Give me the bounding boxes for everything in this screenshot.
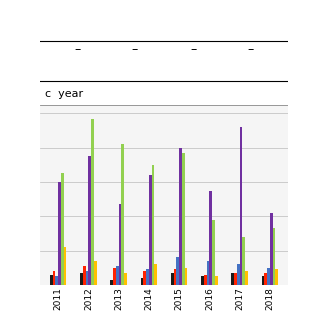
Bar <box>110 280 113 285</box>
Bar <box>116 266 119 285</box>
Bar <box>91 119 94 285</box>
Bar <box>212 220 215 285</box>
Text: –: – <box>191 43 197 56</box>
Bar <box>182 153 185 285</box>
Bar <box>174 269 176 285</box>
Bar <box>121 144 124 285</box>
Bar <box>83 266 86 285</box>
Bar <box>267 268 270 285</box>
Bar <box>264 273 267 285</box>
Bar <box>124 273 127 285</box>
Text: –: – <box>74 43 80 56</box>
Text: –: – <box>131 43 137 56</box>
Bar <box>185 268 187 285</box>
Bar <box>149 175 152 285</box>
Bar <box>88 156 91 285</box>
Bar <box>50 275 53 285</box>
Bar <box>270 213 273 285</box>
Bar <box>146 269 149 285</box>
Bar <box>204 275 207 285</box>
Bar <box>245 271 248 285</box>
Bar <box>141 278 143 285</box>
Bar <box>152 165 154 285</box>
Bar <box>262 276 264 285</box>
Text: –: – <box>248 43 254 56</box>
Bar <box>201 276 204 285</box>
Bar <box>55 276 58 285</box>
Bar <box>143 271 146 285</box>
Bar <box>119 204 121 285</box>
Bar <box>80 273 83 285</box>
Bar <box>273 228 275 285</box>
Bar <box>179 148 182 285</box>
Bar <box>242 237 245 285</box>
Bar <box>215 276 218 285</box>
Bar <box>240 127 242 285</box>
Bar <box>64 247 66 285</box>
Bar <box>207 261 209 285</box>
Bar <box>154 264 157 285</box>
Text: c  year: c year <box>45 89 83 99</box>
Bar <box>209 191 212 285</box>
Bar <box>61 173 64 285</box>
Bar <box>176 257 179 285</box>
Bar <box>58 182 61 285</box>
Bar <box>231 273 234 285</box>
Bar <box>171 273 174 285</box>
Bar <box>113 268 116 285</box>
Bar <box>53 271 55 285</box>
Bar <box>86 271 88 285</box>
Bar <box>275 269 278 285</box>
Bar <box>234 273 237 285</box>
Bar <box>94 261 97 285</box>
Bar <box>237 264 240 285</box>
